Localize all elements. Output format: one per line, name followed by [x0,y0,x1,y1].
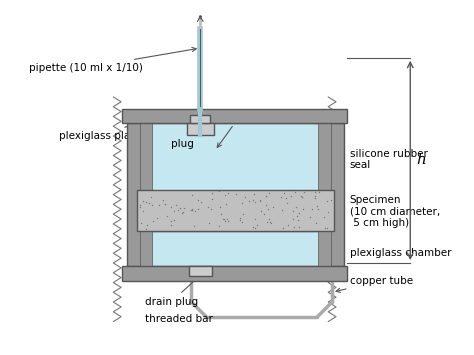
Bar [140,123,152,266]
Text: h: h [416,153,426,168]
Bar [146,231,324,266]
Bar [187,123,214,135]
Bar [127,123,146,266]
Text: copper tube: copper tube [336,275,413,293]
Text: plug: plug [171,131,194,149]
Bar [122,266,347,280]
Text: water: water [217,111,255,147]
Bar [191,115,210,123]
Text: plexiglass plate: plexiglass plate [59,116,155,141]
Bar [146,123,324,192]
Text: pipette (10 ml x 1/10): pipette (10 ml x 1/10) [29,48,196,73]
Text: plexiglass chamber: plexiglass chamber [334,248,451,258]
Text: drain plug: drain plug [145,273,202,307]
Text: threaded bar: threaded bar [145,314,212,324]
Text: Specimen
(10 cm diameter,
 5 cm high): Specimen (10 cm diameter, 5 cm high) [338,195,440,228]
Bar [319,123,331,266]
Bar [122,109,347,123]
Text: silicone rubber
seal: silicone rubber seal [335,149,428,170]
Bar [137,190,334,231]
Bar [324,123,344,266]
Bar [189,266,212,276]
